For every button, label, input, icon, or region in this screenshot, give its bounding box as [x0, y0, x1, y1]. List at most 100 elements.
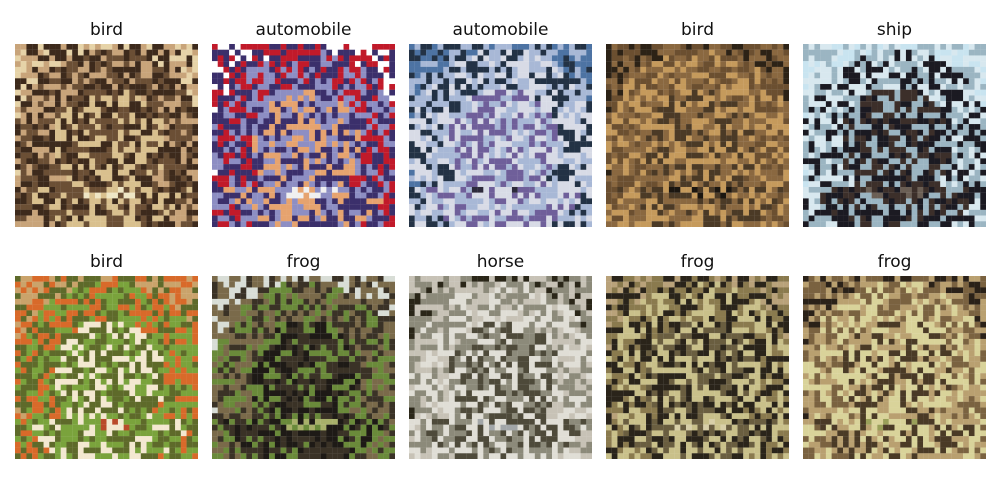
pixel: [186, 118, 193, 125]
pixel: [180, 204, 187, 210]
pixel: [883, 112, 889, 119]
pixel: [686, 221, 692, 227]
pixel: [506, 135, 513, 142]
pixel: [26, 209, 33, 216]
pixel: [37, 192, 44, 199]
pixel: [628, 146, 635, 153]
pixel: [680, 89, 687, 96]
pixel: [974, 164, 981, 170]
pixel: [511, 181, 518, 188]
pixel: [911, 181, 918, 188]
pixel: [100, 61, 107, 67]
pixel: [865, 181, 872, 188]
pixel: [651, 78, 658, 85]
pixel: [217, 44, 224, 50]
pixel: [49, 112, 56, 119]
pixel: [494, 221, 501, 227]
pixel: [32, 209, 38, 216]
pixel: [95, 89, 101, 96]
pixel: [354, 181, 361, 188]
pixel: [60, 158, 67, 165]
pixel: [934, 158, 941, 165]
pixel: [743, 146, 750, 153]
pixel: [640, 72, 647, 79]
pixel: [223, 169, 230, 176]
pixel: [274, 221, 281, 227]
pixel: [326, 152, 333, 159]
pixel: [389, 141, 395, 148]
pixel: [557, 204, 564, 210]
pixel: [934, 89, 941, 96]
pixel: [860, 66, 867, 73]
pixel: [269, 198, 276, 205]
pixel: [877, 169, 884, 176]
pixel: [854, 95, 861, 102]
pixel: [500, 209, 507, 216]
pixel: [320, 112, 327, 119]
pixel: [383, 158, 390, 165]
pixel: [414, 55, 421, 62]
pixel: [15, 61, 21, 67]
pixel: [37, 49, 44, 56]
pixel: [691, 198, 698, 205]
pixel: [466, 44, 473, 50]
pixel: [923, 141, 929, 148]
pixel: [945, 66, 952, 73]
pixel: [257, 158, 264, 165]
pixel: [546, 146, 553, 153]
pixel: [651, 146, 658, 153]
pixel: [420, 146, 427, 153]
pixel: [169, 209, 176, 216]
pixel: [606, 124, 612, 130]
pixel: [286, 141, 293, 148]
pixel: [140, 72, 147, 79]
pixel: [297, 101, 304, 108]
pixel: [634, 129, 641, 136]
pixel: [865, 175, 872, 182]
pixel: [66, 192, 73, 199]
pixel: [263, 158, 270, 165]
pixel: [843, 146, 849, 153]
pixel: [414, 61, 421, 67]
pixel: [540, 141, 547, 148]
pixel: [760, 198, 767, 205]
pixel: [129, 129, 136, 136]
pixel: [152, 129, 159, 136]
pixel: [974, 181, 981, 188]
pixel: [945, 95, 952, 102]
pixel: [777, 49, 784, 56]
pixel: [175, 55, 181, 62]
pixel: [708, 175, 715, 182]
pixel: [968, 112, 975, 119]
pixel: [146, 78, 153, 85]
pixel: [680, 55, 687, 62]
pixel: [106, 169, 113, 176]
pixel: [274, 164, 281, 170]
pixel: [192, 169, 198, 176]
pixel: [43, 112, 50, 119]
pixel: [223, 175, 230, 182]
pixel: [569, 112, 575, 119]
pixel: [540, 135, 547, 142]
pixel: [814, 135, 821, 142]
pixel: [506, 89, 513, 96]
pixel: [83, 198, 90, 205]
pixel: [140, 44, 147, 50]
pixel: [383, 95, 390, 102]
pixel: [354, 158, 361, 165]
pixel: [66, 169, 73, 176]
pixel: [848, 66, 855, 73]
pixel: [286, 158, 293, 165]
pixel: [366, 169, 373, 176]
pixel: [66, 101, 73, 108]
pixel: [229, 61, 235, 67]
pixel: [366, 129, 373, 136]
pixel: [83, 101, 90, 108]
pixel: [26, 112, 33, 119]
pixel: [212, 55, 218, 62]
pixel: [737, 66, 744, 73]
pixel: [737, 78, 744, 85]
pixel: [837, 106, 844, 113]
pixel: [383, 209, 390, 216]
pixel: [163, 44, 170, 50]
